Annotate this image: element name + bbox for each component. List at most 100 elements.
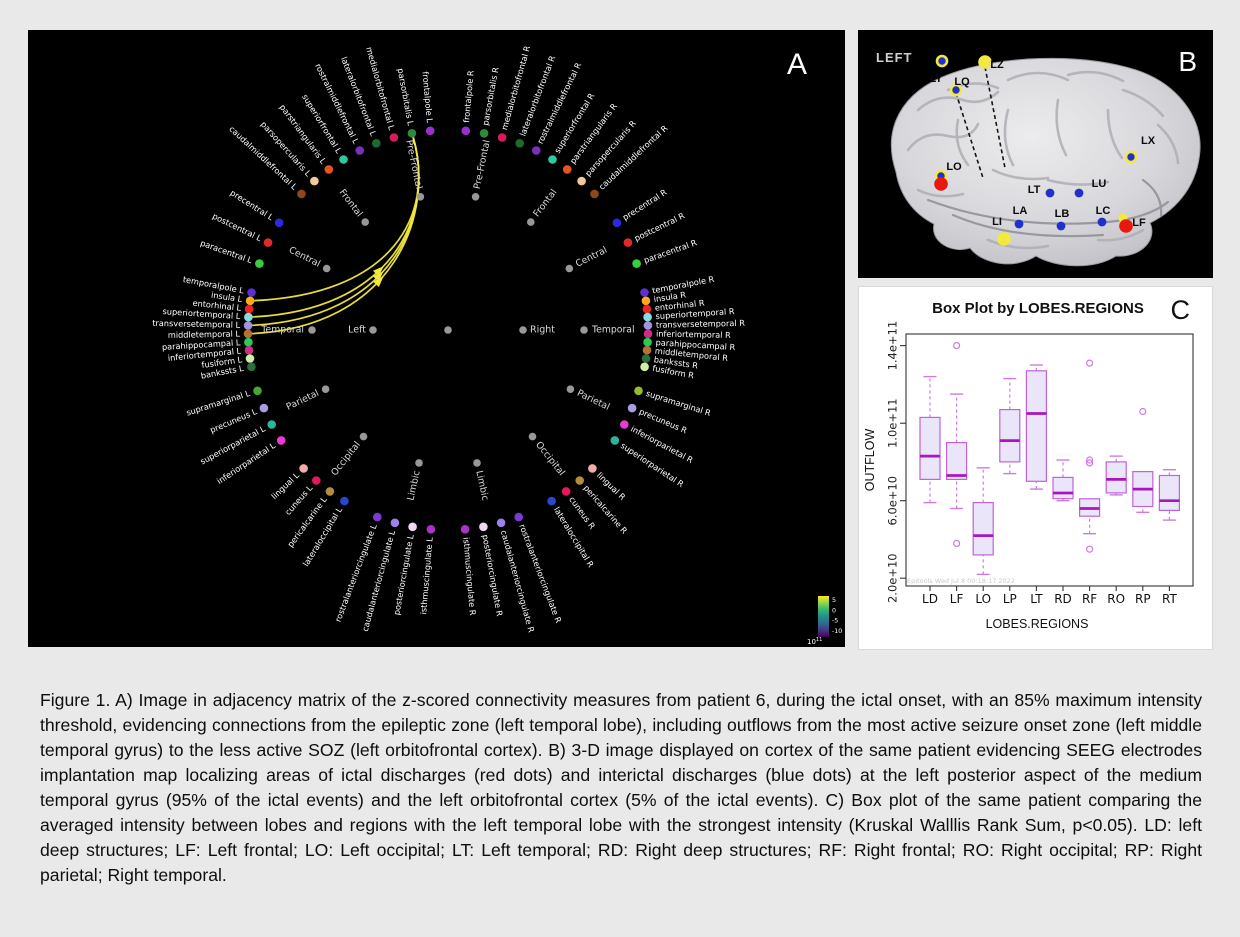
root-node [444,326,452,334]
lobe-group-label: Pre-Frontal [403,139,424,190]
lobe-group-node [308,326,316,334]
electrode-label: LO [946,161,962,173]
electrode-ring-contact [935,54,949,68]
region-node [641,296,651,306]
lobe-group-label: Temporal [591,325,635,336]
region-node [640,288,649,297]
lobe-group-label: Parietal [285,388,321,413]
region-node [515,139,524,148]
lobe-group-node [361,218,370,226]
y-tick-label: 1.0e+11 [886,398,900,448]
lobe-group-node [527,218,535,226]
colorbar [818,596,829,637]
lobe-group-label: Limbic [405,470,422,502]
region-node [643,312,652,322]
brain-sulci-lines [926,178,1170,238]
region-node [632,259,641,268]
region-node [274,218,284,228]
x-tick-label: LT [1030,592,1043,606]
region-label: middletemporal L [168,328,241,339]
lobe-group-label: Central [574,245,609,270]
box-iqr [1158,474,1180,512]
lobe-group-node [528,432,537,441]
lobe-group-node [471,193,480,201]
region-node [297,189,306,199]
region-node [612,218,622,228]
region-node [340,496,349,506]
region-label: inferiortemporal R [656,329,731,340]
region-node [577,176,586,186]
region-node [247,362,256,372]
region-label: paracentral L [199,238,254,266]
region-node [548,155,557,164]
edge-arrowhead [373,266,384,277]
panel-c-letter: C [1170,295,1191,325]
region-node [244,312,253,322]
electrode-label: LZ [990,59,1004,71]
lobe-group-node [359,432,368,441]
electrode-label: LX [1141,135,1156,147]
region-label: posteriorcingulate R [480,534,505,618]
region-node [247,288,256,297]
region-node [461,126,471,136]
region-node [620,420,629,429]
interictal-discharge-blue-dot [1074,188,1084,198]
region-node [634,386,643,396]
x-tick-label: LD [922,592,938,606]
region-label: insula R [653,289,687,304]
edge-arrowhead [373,271,384,282]
lobe-group-node [321,385,330,394]
region-node [642,345,652,355]
region-label: parahippocampal L [162,337,242,352]
y-tick-label: 1.4e+11 [886,321,900,371]
box-iqr [999,408,1021,463]
lobe-group-node [566,385,575,394]
colorbar-scale-label: 1011 [807,637,822,646]
brain-3d-render [891,57,1201,267]
region-node [312,476,321,485]
lobe-group-label: Temporal [260,325,304,336]
region-node [355,146,365,155]
electrode-trajectory-dashed-line [984,66,1006,169]
region-node [640,362,649,372]
region-node [460,525,470,534]
edge-arrowhead [373,276,384,287]
electrode-label: LA [1013,205,1028,217]
lobe-group-label: Pre-Frontal [472,139,493,190]
lobe-group-node [416,193,425,201]
lobe-group-label: Parietal [575,388,611,413]
region-node [623,238,633,247]
region-node [641,354,651,363]
region-node [514,512,523,522]
region-node [408,522,417,532]
y-tick-label: 6.0e+10 [886,476,900,526]
electrode-label: LC [1096,205,1111,217]
region-node [479,129,489,138]
x-tick-label: RT [1162,592,1177,606]
electrode-label: LY [929,73,943,85]
region-node [390,518,400,528]
left-hemisphere-label: LEFT [876,50,913,65]
lobe-group-label: Occipital [329,439,363,478]
region-node [532,146,541,155]
region-node [267,420,276,429]
region-node [389,133,399,142]
region-node [243,329,253,339]
electrode-label: LT [1028,184,1041,196]
region-label: transversetemporal L [152,318,240,330]
lobe-group-label: Occipital [533,439,567,478]
region-node [496,518,506,528]
region-node [588,464,597,473]
region-node [642,304,652,314]
region-node [299,464,308,473]
x-tick-label: RO [1107,592,1125,606]
region-node [547,496,556,506]
region-label: precentral L [228,188,275,223]
x-axis-title: LOBES.REGIONS [985,617,1089,631]
region-node [610,436,620,445]
region-node [244,345,254,355]
lobe-group-label: Central [287,245,322,270]
box-iqr [1105,461,1127,494]
